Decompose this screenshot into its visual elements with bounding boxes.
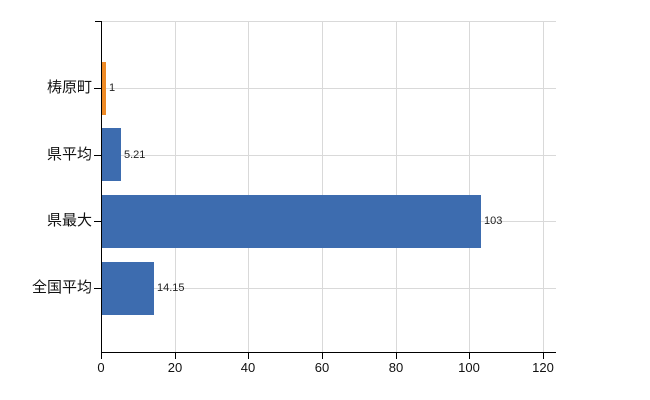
gridline-x-100 (469, 21, 470, 353)
bar-0 (102, 62, 106, 115)
x-tick-80 (396, 353, 397, 359)
gridline-x-40 (248, 21, 249, 353)
bar-2 (102, 195, 481, 248)
x-tick-120 (543, 353, 544, 359)
y-axis-top-tick (95, 21, 101, 22)
bar-value-label: 14.15 (157, 282, 185, 294)
x-tick-40 (248, 353, 249, 359)
x-tick-label: 100 (458, 360, 480, 375)
y-axis-line (101, 21, 102, 358)
x-tick-label: 120 (532, 360, 554, 375)
bar-3 (102, 262, 154, 315)
plot-top-border (101, 21, 556, 22)
x-tick-100 (469, 353, 470, 359)
x-tick-0 (101, 353, 102, 359)
y-tick-2 (94, 221, 101, 222)
bar-value-label: 5.21 (124, 149, 146, 161)
x-tick-label: 40 (240, 360, 256, 375)
category-label-3: 全国平均 (31, 279, 92, 296)
gridline-x-60 (322, 21, 323, 353)
x-tick-label: 0 (97, 360, 105, 375)
y-tick-0 (94, 88, 101, 89)
x-tick-label: 80 (388, 360, 404, 375)
y-tick-3 (94, 288, 101, 289)
gridline-category-1 (101, 155, 556, 156)
gridline-category-0 (101, 88, 556, 89)
category-label-0: 梼原町 (46, 79, 92, 96)
bar-value-label: 1 (109, 82, 116, 94)
category-label-2: 県最大 (46, 212, 92, 229)
bar-1 (102, 128, 121, 181)
gridline-x-120 (543, 21, 544, 353)
x-axis-line (101, 352, 556, 353)
category-label-1: 県平均 (46, 146, 92, 163)
gridline-category-3 (101, 288, 556, 289)
gridline-x-80 (396, 21, 397, 353)
x-tick-label: 20 (167, 360, 183, 375)
gridline-x-20 (175, 21, 176, 353)
x-tick-label: 60 (314, 360, 330, 375)
plot-area: 1 5.21 103 14.15 (101, 21, 556, 358)
x-tick-60 (322, 353, 323, 359)
bar-value-label: 103 (484, 215, 503, 227)
y-tick-1 (94, 155, 101, 156)
x-tick-20 (175, 353, 176, 359)
